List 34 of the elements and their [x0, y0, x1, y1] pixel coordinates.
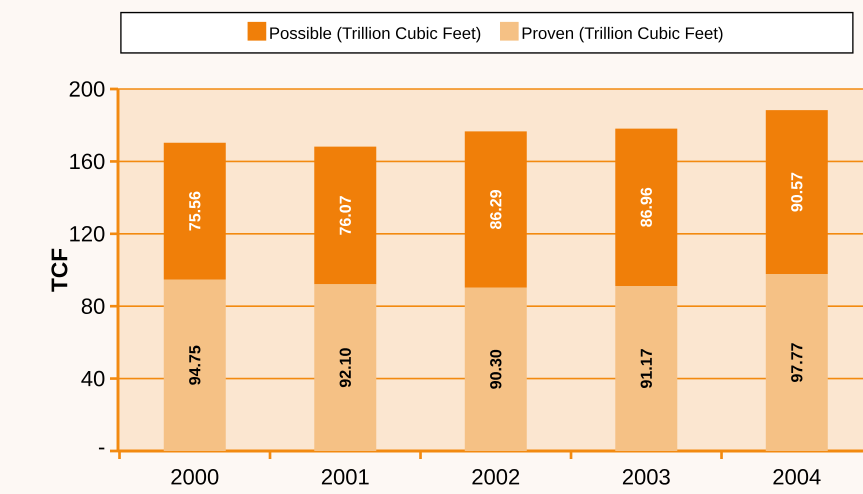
bar: [615, 128, 678, 286]
y-tick-label: 120: [70, 226, 104, 242]
data-label: 97.77: [791, 343, 802, 382]
x-tick-label: 2003: [622, 469, 670, 485]
data-label: 90.30: [490, 350, 502, 389]
legend-label: Proven (Trillion Cubic Feet): [522, 26, 722, 42]
bar: [766, 110, 828, 274]
y-axis-title: TCF: [51, 248, 68, 292]
data-label: 94.75: [189, 346, 200, 385]
data-label: 75.56: [189, 192, 200, 230]
data-label: 86.96: [640, 188, 652, 227]
data-label: 76.07: [340, 196, 351, 235]
data-label: 86.29: [490, 190, 502, 229]
x-tick-label: 2000: [171, 469, 218, 485]
bar: [164, 280, 226, 451]
data-label: 91.17: [640, 349, 652, 388]
y-tick-label: 200: [70, 81, 104, 97]
bar: [464, 131, 527, 288]
bar: [766, 274, 828, 451]
bar: [314, 284, 376, 451]
legend-label: Possible (Trillion Cubic Feet): [270, 26, 480, 42]
y-tick-label: 80: [82, 298, 104, 314]
x-tick-label: 2002: [472, 469, 520, 485]
data-label: 92.10: [340, 348, 351, 388]
bar: [164, 142, 226, 280]
bar: [314, 146, 376, 284]
y-tick-label: 160: [70, 154, 104, 170]
y-tick-label: 40: [81, 370, 104, 386]
bar: [615, 286, 678, 451]
x-tick-label: 2001: [322, 469, 369, 485]
x-tick-label: 2004: [773, 469, 821, 485]
bar: [464, 288, 527, 451]
y-tick-label: -: [98, 448, 104, 450]
data-label: 90.57: [791, 172, 802, 212]
